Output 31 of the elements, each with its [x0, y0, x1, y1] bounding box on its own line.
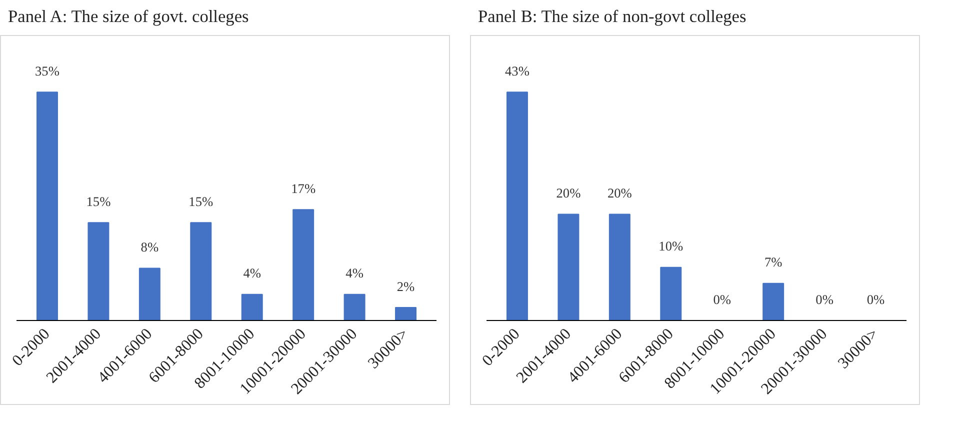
data-label: 4% [243, 265, 262, 280]
bar [608, 214, 630, 320]
data-label: 0% [713, 292, 732, 307]
bar [138, 268, 160, 320]
bar [762, 282, 784, 320]
data-label: 20% [607, 185, 632, 200]
bar [395, 306, 417, 320]
data-label: 0% [866, 292, 885, 307]
bar [36, 91, 58, 320]
data-label: 17% [291, 180, 316, 196]
data-label: 35% [35, 63, 60, 78]
data-label: 15% [188, 194, 214, 209]
data-label: 0% [816, 292, 834, 307]
bar [344, 294, 366, 320]
data-label: 7% [764, 254, 782, 270]
bar [558, 214, 580, 320]
data-label: 20% [556, 185, 581, 200]
bar [88, 222, 110, 320]
bar [506, 91, 528, 320]
data-label: 43% [505, 63, 530, 78]
data-label: 10% [658, 238, 684, 254]
data-label: 4% [346, 265, 364, 280]
data-label: 15% [86, 194, 111, 209]
chart-title: Panel A: The size of govt. colleges [8, 6, 249, 28]
bar [292, 208, 314, 320]
chart-title: Panel B: The size of non-govt colleges [478, 6, 746, 28]
bar [660, 266, 682, 320]
bar [241, 294, 263, 320]
bar [190, 222, 212, 320]
data-label: 8% [140, 239, 159, 254]
data-label: 2% [396, 278, 415, 294]
